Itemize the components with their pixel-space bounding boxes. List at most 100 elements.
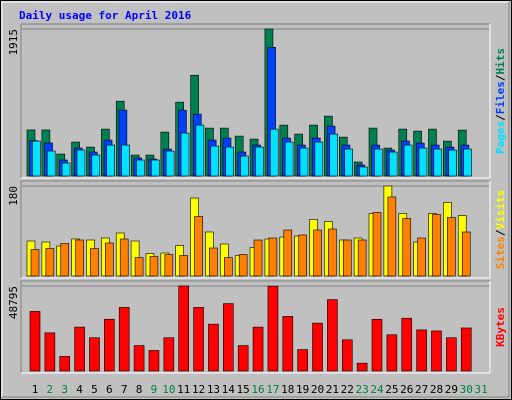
bar [118, 307, 130, 372]
x-tick-label: 8 [136, 383, 143, 396]
bar [359, 166, 368, 177]
x-tick-label: 20 [311, 383, 324, 396]
bar [372, 212, 382, 277]
bar [284, 141, 294, 177]
x-tick-label: 5 [91, 383, 98, 396]
x-tick-label: 9 [151, 383, 158, 396]
bar [268, 237, 278, 277]
bar [448, 149, 457, 177]
legend-separator: / [494, 114, 507, 121]
x-tick-label: 30 [460, 383, 473, 396]
legend-entry: Hits [494, 48, 507, 75]
bar [106, 144, 115, 177]
bar [210, 145, 220, 177]
bar [133, 345, 145, 372]
bar [194, 216, 203, 277]
bar [267, 285, 279, 372]
legend: Sites/Visits [494, 190, 507, 270]
bar [371, 318, 383, 372]
bar [193, 307, 204, 372]
legend-entry: Files [494, 81, 507, 114]
bar [297, 349, 308, 372]
bar [105, 242, 114, 277]
x-tick-label: 3 [61, 383, 68, 396]
bar [461, 231, 471, 277]
bar [402, 218, 412, 277]
x-tick-label: 22 [341, 383, 354, 396]
bar [299, 147, 309, 177]
bar [32, 140, 41, 177]
x-tick-label: 24 [370, 383, 384, 396]
x-tick-label: 27 [415, 383, 428, 396]
bar [328, 228, 337, 277]
bar [252, 326, 264, 372]
bar [150, 159, 160, 177]
x-tick-label: 15 [237, 383, 250, 396]
x-tick-label: 19 [296, 383, 309, 396]
x-tick-label: 29 [445, 383, 458, 396]
bar [149, 256, 159, 277]
bar [225, 146, 234, 177]
bar [329, 133, 339, 177]
x-tick-label: 17 [266, 383, 279, 396]
bar [119, 238, 129, 277]
bar [165, 150, 175, 177]
bar [417, 237, 426, 277]
x-tick-label: 26 [400, 383, 413, 396]
bar [148, 350, 160, 372]
bar [463, 148, 472, 177]
bar [388, 151, 398, 177]
bar [163, 337, 175, 372]
legend: KBytes [494, 307, 507, 347]
x-tick-label: 4 [76, 383, 83, 396]
bar [90, 248, 99, 277]
bar [91, 154, 101, 177]
bar [386, 334, 398, 372]
x-tick-label: 10 [162, 383, 175, 396]
y-tick-label: 1915 [7, 29, 20, 56]
bar [240, 155, 249, 177]
bar [374, 148, 383, 177]
bar [237, 345, 249, 372]
bar [431, 330, 442, 372]
x-tick-label: 25 [385, 383, 398, 396]
bar [342, 239, 352, 277]
bar [357, 239, 367, 277]
bar [418, 147, 428, 177]
legend-separator: / [494, 229, 507, 236]
x-tick-label: 2 [47, 383, 54, 396]
bar [136, 159, 145, 177]
bar [46, 150, 56, 177]
bar [283, 229, 293, 277]
y-tick-label: 180 [7, 186, 20, 206]
bar [178, 285, 189, 372]
bar [344, 148, 353, 177]
bar [314, 141, 324, 177]
bar [401, 317, 413, 372]
bar [44, 332, 56, 372]
bar [356, 362, 368, 372]
chart-title: Daily usage for April 2016 [19, 9, 192, 22]
bar [447, 217, 456, 277]
bar [387, 196, 397, 277]
bar [30, 249, 40, 277]
bar [209, 247, 218, 277]
legend-separator: / [494, 74, 507, 81]
bar [75, 239, 84, 277]
legend-entry: Pages [494, 121, 507, 154]
bar [327, 299, 338, 372]
y-tick-label: 48795 [7, 286, 20, 319]
x-tick-label: 7 [121, 383, 128, 396]
bar [313, 229, 322, 277]
bar [195, 124, 205, 177]
bar [298, 234, 307, 277]
x-tick-label: 12 [192, 383, 205, 396]
x-tick-label: 16 [251, 383, 264, 396]
bar [255, 146, 264, 177]
bar [104, 318, 115, 372]
bar [223, 303, 234, 372]
bar [403, 144, 413, 177]
bar [45, 248, 55, 277]
x-tick-label: 31 [474, 383, 487, 396]
x-tick-label: 6 [106, 383, 113, 396]
